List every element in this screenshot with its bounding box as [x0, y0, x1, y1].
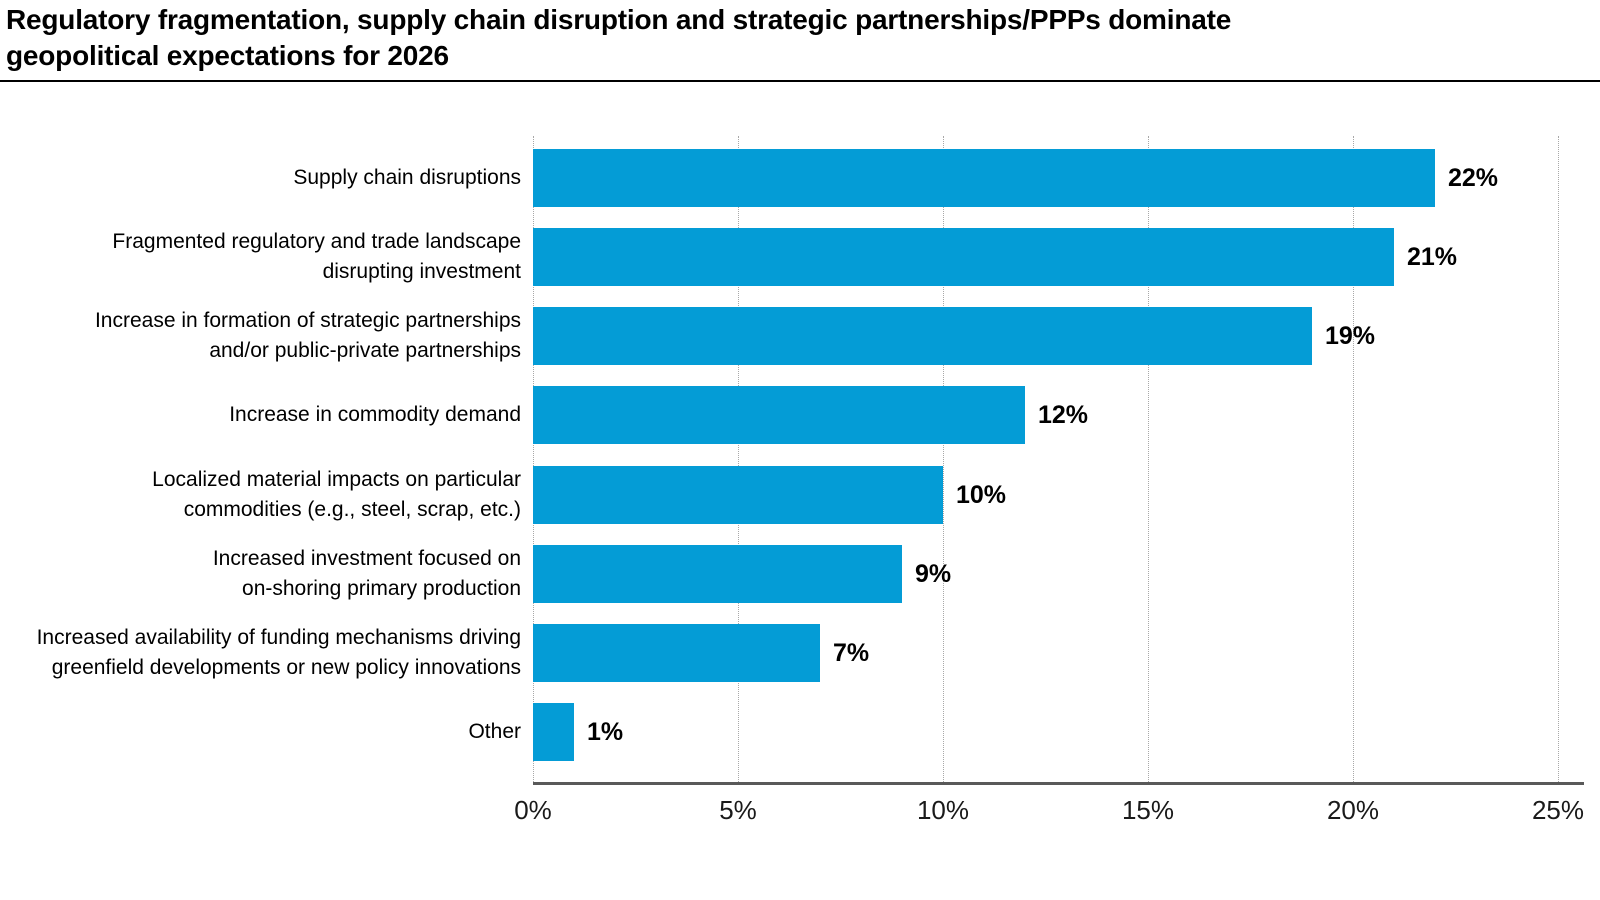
value-label: 10% [956, 481, 1007, 509]
category-label: Supply chain disruptions [293, 166, 521, 189]
chart-title-line-2: geopolitical expectations for 2026 [6, 40, 449, 71]
chart-title-line-1: Regulatory fragmentation, supply chain d… [6, 4, 1232, 35]
value-label: 22% [1448, 164, 1499, 192]
category-label: Increase in commodity demand [229, 403, 521, 426]
x-tick-label: 25% [1531, 795, 1585, 825]
bar [533, 149, 1435, 207]
gridline [943, 136, 944, 782]
bar [533, 466, 943, 524]
value-label: 1% [587, 718, 624, 746]
value-label: 12% [1038, 401, 1089, 429]
category-label: Increased availability of funding mechan… [36, 626, 521, 679]
value-label: 9% [915, 560, 952, 588]
x-tick-label: 15% [1121, 795, 1175, 825]
value-label: 19% [1325, 322, 1376, 350]
bar [533, 624, 820, 682]
gridline [1148, 136, 1149, 782]
category-label: Other [468, 720, 521, 743]
category-label: Increase in formation of strategic partn… [94, 309, 521, 362]
bar [533, 307, 1312, 365]
bar [533, 703, 574, 761]
x-axis-line [533, 782, 1584, 785]
bar [533, 386, 1025, 444]
bar [533, 228, 1394, 286]
x-tick-label: 20% [1326, 795, 1380, 825]
value-label: 21% [1407, 243, 1458, 271]
category-label: Increased investment focused on on-shorin… [212, 547, 521, 600]
category-label: Fragmented regulatory and trade landscap… [112, 230, 521, 283]
gridline [738, 136, 739, 782]
bar [533, 545, 902, 603]
x-tick-label: 10% [916, 795, 970, 825]
gridline [533, 136, 534, 782]
gridline [1558, 136, 1559, 782]
x-tick-label: 5% [719, 795, 757, 825]
title-divider [0, 80, 1600, 82]
gridline [1353, 136, 1354, 782]
chart-title: Regulatory fragmentation, supply chain d… [6, 2, 1231, 74]
category-label: Localized material impacts on particular… [152, 468, 521, 521]
x-tick-label: 0% [514, 795, 552, 825]
value-label: 7% [833, 639, 870, 667]
